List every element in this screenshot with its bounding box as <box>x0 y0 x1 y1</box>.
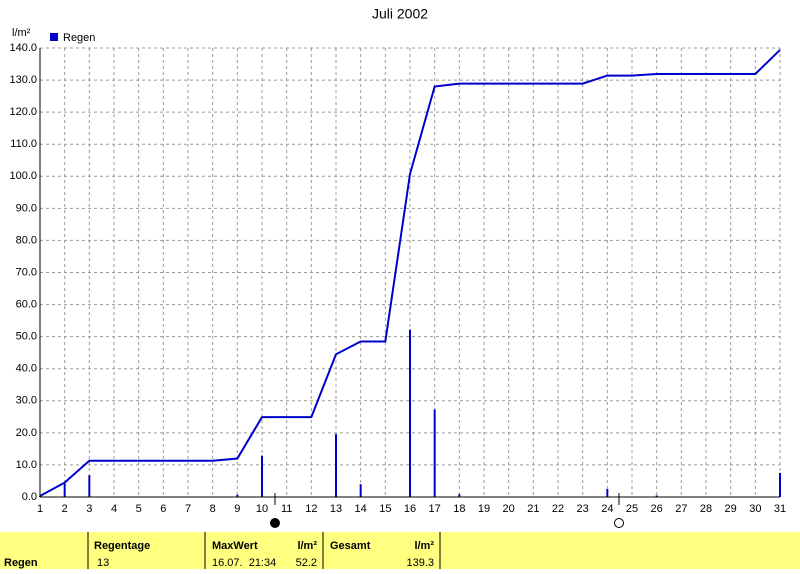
x-tick-label: 15 <box>379 503 391 515</box>
y-tick-label: 70.0 <box>16 266 37 278</box>
legend-label: Regen <box>63 32 95 44</box>
summary-table <box>0 532 800 569</box>
x-tick-label: 3 <box>86 503 92 515</box>
x-tick-label: 2 <box>62 503 68 515</box>
y-tick-label: 30.0 <box>16 395 37 407</box>
x-tick-label: 17 <box>429 503 441 515</box>
y-tick-label: 130.0 <box>9 74 37 86</box>
y-tick-label: 60.0 <box>16 298 37 310</box>
bar <box>359 484 362 497</box>
table-header: Regentage <box>94 540 150 552</box>
x-tick-label: 5 <box>136 503 142 515</box>
bar <box>335 434 337 497</box>
x-tick-label: 10 <box>256 503 268 515</box>
x-tick-label: 23 <box>577 503 589 515</box>
x-tick-label: 13 <box>330 503 342 515</box>
new-moon-icon <box>270 518 280 528</box>
bar <box>88 475 91 497</box>
bar <box>261 455 263 497</box>
x-tick-label: 21 <box>527 503 539 515</box>
table-cell: 16.07. 21:34 <box>212 557 276 569</box>
y-tick-label: 100.0 <box>9 170 37 182</box>
x-tick-label: 12 <box>305 503 317 515</box>
bar <box>409 329 411 497</box>
y-tick-label: 20.0 <box>16 427 37 439</box>
table-header: MaxWert <box>212 540 258 552</box>
table-header: l/m² <box>297 540 317 552</box>
bar <box>433 409 436 497</box>
x-tick-label: 16 <box>404 503 416 515</box>
table-header: Gesamt <box>330 540 371 552</box>
bar <box>655 495 658 497</box>
x-tick-label: 9 <box>234 503 240 515</box>
cumulative-line <box>39 49 781 497</box>
bar <box>63 483 66 497</box>
x-tick-label: 11 <box>281 503 292 515</box>
legend-swatch <box>50 33 58 41</box>
x-tick-label: 26 <box>651 503 663 515</box>
x-tick-label: 27 <box>675 503 687 515</box>
y-tick-label: 140.0 <box>9 42 37 54</box>
x-tick-label: 31 <box>774 503 786 515</box>
x-tick-label: 8 <box>210 503 216 515</box>
table-cell: 13 <box>97 557 109 569</box>
table-header: l/m² <box>414 540 434 552</box>
x-tick-label: 1 <box>37 503 43 515</box>
x-tick-label: 14 <box>355 503 367 515</box>
bar <box>458 494 461 497</box>
x-tick-label: 24 <box>601 503 613 515</box>
x-tick-label: 28 <box>700 503 712 515</box>
y-tick-label: 120.0 <box>9 106 37 118</box>
y-tick-label: 110.0 <box>10 138 37 150</box>
x-tick-label: 20 <box>503 503 515 515</box>
bar <box>606 488 609 497</box>
chart-title: Juli 2002 <box>372 6 428 22</box>
y-tick-label: 50.0 <box>16 331 37 343</box>
x-tick-label: 19 <box>478 503 490 515</box>
y-axis-label: l/m² <box>12 27 31 39</box>
x-tick-label: 25 <box>626 503 638 515</box>
y-tick-label: 0.0 <box>22 491 37 503</box>
x-tick-label: 7 <box>185 503 191 515</box>
table-cell: 52.2 <box>296 557 317 569</box>
full-moon-icon <box>614 518 624 528</box>
x-tick-label: 18 <box>453 503 465 515</box>
bar <box>779 472 781 497</box>
y-tick-label: 40.0 <box>16 363 37 375</box>
y-tick-label: 80.0 <box>16 234 37 246</box>
x-tick-label: 22 <box>552 503 564 515</box>
x-tick-label: 29 <box>725 503 737 515</box>
bar <box>236 494 239 497</box>
x-tick-label: 4 <box>111 503 117 515</box>
y-tick-label: 90.0 <box>16 202 37 214</box>
table-cell: 139.3 <box>406 557 434 569</box>
x-tick-label: 30 <box>749 503 761 515</box>
y-tick-label: 10.0 <box>16 459 37 471</box>
table-cell: Regen <box>4 557 38 569</box>
x-tick-label: 6 <box>160 503 166 515</box>
